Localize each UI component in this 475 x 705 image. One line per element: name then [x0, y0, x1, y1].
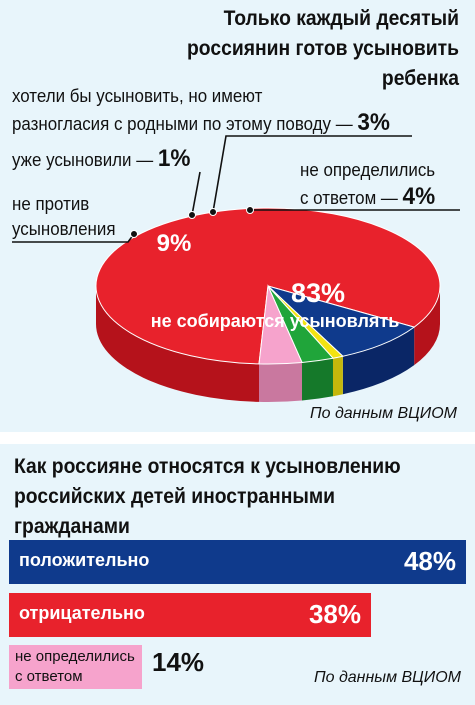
label-adopted: уже усыновили — 1% [12, 146, 190, 173]
leader-dot-undecided [246, 206, 254, 214]
label-wish-pct: 3% [357, 109, 390, 136]
pie-side-wish [301, 358, 333, 401]
leader-line-adopted [191, 171, 201, 216]
bar-label-1: отрицательно [19, 603, 145, 623]
pie-leader-lines [12, 135, 460, 243]
pie-chart: 83% не собираются усыновлять 9% [12, 135, 460, 402]
pie-top-face [95, 207, 441, 365]
label-undecided-line1: не определились [300, 160, 436, 180]
bar-1: отрицательно 38% [9, 593, 371, 637]
leader-dot-notagainst [130, 230, 138, 238]
pie-side-wall [96, 286, 440, 402]
pie-source: По данным ВЦИОМ [310, 405, 457, 422]
label-wish: хотели бы усыновить, но имеют [12, 84, 262, 109]
leader-dot-adopted [188, 211, 196, 219]
label-wish-2: разногласия с родными по этому поводу — … [12, 110, 390, 137]
label-undecided-line2: с ответом — [300, 188, 398, 208]
bar-value-2: 14% [152, 647, 205, 677]
pie-side-notagainst [342, 327, 415, 395]
bar-source: По данным ВЦИОМ [314, 669, 461, 686]
label-adopted-pct: 1% [157, 145, 191, 172]
panel-separator [0, 432, 475, 444]
label-undecided-pct: 4% [402, 183, 436, 210]
pie-slice-undecided [258, 284, 303, 365]
bar-0: положительно 48% [9, 540, 466, 584]
pie-side-main [414, 286, 440, 366]
label-wish-line1: хотели бы усыновить, но имеют [12, 86, 263, 106]
bar-value-1: 38% [308, 599, 361, 629]
label-undecided: не определились [300, 158, 435, 183]
label-notagainst-line2: усыновления [12, 219, 116, 239]
pie-side-adopted [332, 356, 343, 397]
slice-label-main: не собираются усыновлять [151, 311, 400, 331]
slice-label-notagainst-pct: 9% [157, 230, 192, 257]
bar-label-0: положительно [19, 550, 150, 570]
pie-chart-title: Только каждый десятый россиянин готов ус… [186, 7, 459, 90]
label-notagainst: не против [12, 192, 89, 217]
slice-label-main-pct: 83% [291, 278, 345, 308]
pie-side-undecided [258, 362, 302, 402]
bar-label-2: не определились с ответом [15, 648, 135, 685]
label-notagainst-line1: не против [12, 194, 90, 214]
pie-side-main [96, 286, 259, 402]
bar-2: не определились с ответом [9, 645, 142, 689]
pie-slice-notagainst [267, 285, 416, 357]
leader-dot-wish [209, 208, 217, 216]
label-undecided-2: с ответом — 4% [300, 184, 435, 211]
bar-chart-title: Как россияне относятся к усыновлению рос… [14, 455, 401, 538]
label-adopted-text: уже усыновили — [12, 150, 154, 170]
label-notagainst-2: усыновления [12, 217, 115, 242]
bar-value-0: 48% [403, 546, 456, 576]
leader-line-wish [212, 135, 412, 213]
label-wish-line2: разногласия с родными по этому поводу — [12, 114, 353, 134]
